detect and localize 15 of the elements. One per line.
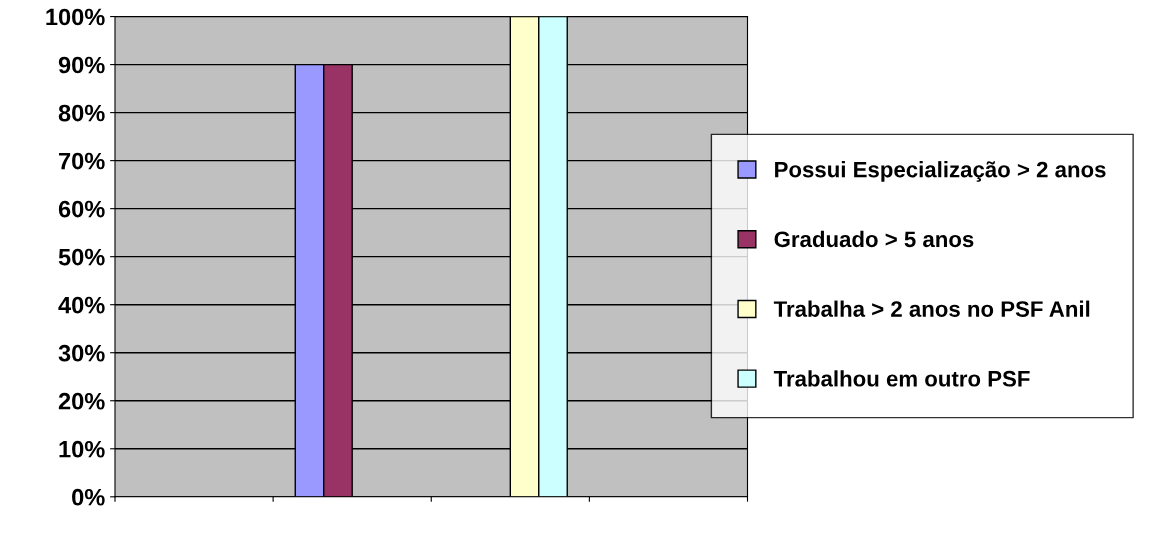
legend-label: Possui Especialização > 2 anos	[775, 161, 1106, 182]
legend-label: Graduado > 5 anos	[774, 230, 974, 248]
y-tick-label: 90%	[58, 56, 105, 74]
y-tick-label: 30%	[58, 344, 105, 362]
y-tick-label: 0%	[72, 488, 105, 506]
y-tick-label: 40%	[58, 296, 105, 314]
y-tick-label: 20%	[58, 392, 105, 410]
y-tick-label: 50%	[58, 248, 105, 266]
y-tick-label: 10%	[59, 440, 105, 458]
y-tick-label: 80%	[58, 104, 105, 122]
y-tick-label: 60%	[58, 200, 105, 218]
legend-label: Trabalha > 2 anos no PSF Anil	[773, 300, 1090, 317]
y-tick-label: 70%	[59, 152, 105, 170]
legend-label: Trabalhou em outro PSF	[773, 370, 1030, 387]
y-tick-label: 100%	[46, 8, 105, 26]
